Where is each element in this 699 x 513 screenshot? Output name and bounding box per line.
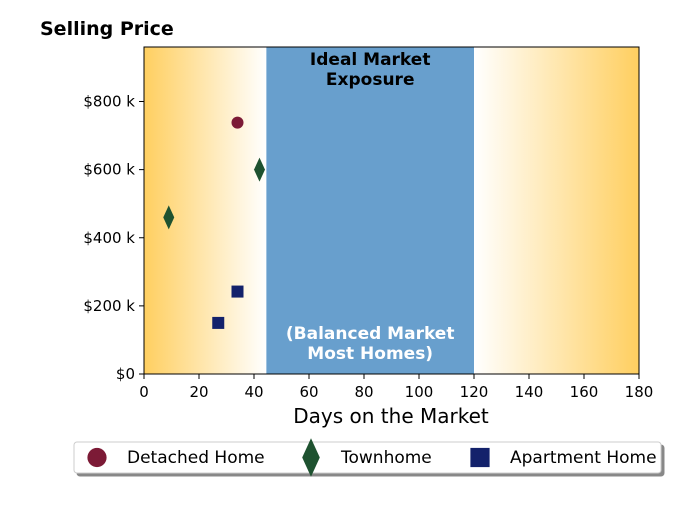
plot-background: [143, 46, 640, 375]
x-tick-label: 40: [244, 383, 263, 401]
x-tick-label: 140: [515, 383, 544, 401]
townhome-point: [163, 205, 175, 230]
ideal-exposure-region: [266, 47, 474, 374]
x-tick-label: 0: [139, 383, 149, 401]
y-tick-label: $800 k: [83, 93, 135, 111]
y-tick-label: $400 k: [83, 229, 135, 247]
x-axis-label: Days on the Market: [293, 404, 489, 428]
legend-label: Apartment Home: [510, 448, 657, 468]
x-tick-label: 80: [354, 383, 373, 401]
legend-label: Townhome: [340, 448, 432, 468]
y-tick-label: $600 k: [83, 161, 135, 179]
apartment-home-point: [212, 316, 225, 329]
legend-marker: [87, 447, 107, 468]
apartment-home-point: [231, 285, 244, 298]
legend-marker: [302, 438, 320, 477]
data-points: [163, 116, 265, 329]
townhome-point: [254, 157, 265, 182]
plot-frame: [143, 46, 640, 375]
y-axis: $0 $200 k $400 k $600 k $800 k: [83, 93, 144, 383]
legend-box: [73, 441, 662, 474]
legend-marker: [470, 447, 490, 468]
y-tick-label: $0: [116, 365, 135, 383]
right-gradient-band: [474, 47, 639, 374]
y-tick-label: $200 k: [83, 297, 135, 315]
x-tick-label: 120: [460, 383, 489, 401]
legend: Detached Home Townhome Apartment Home: [73, 438, 662, 477]
region-title-line: Exposure: [326, 70, 415, 90]
legend-label: Detached Home: [127, 448, 265, 468]
chart-title: Selling Price: [40, 18, 174, 40]
x-tick-label: 180: [625, 383, 654, 401]
left-gradient-band: [144, 47, 267, 374]
x-tick-label: 20: [189, 383, 208, 401]
region-title-line: Ideal Market: [310, 50, 431, 70]
x-axis: 0 20 40 60 80 100 120 140 160 180: [139, 374, 653, 401]
x-tick-label: 160: [570, 383, 599, 401]
region-subtitle-line: Most Homes): [307, 344, 433, 364]
detached-home-point: [231, 116, 244, 129]
x-tick-label: 100: [405, 383, 434, 401]
x-tick-label: 60: [299, 383, 318, 401]
region-subtitle-line: (Balanced Market: [286, 324, 455, 344]
